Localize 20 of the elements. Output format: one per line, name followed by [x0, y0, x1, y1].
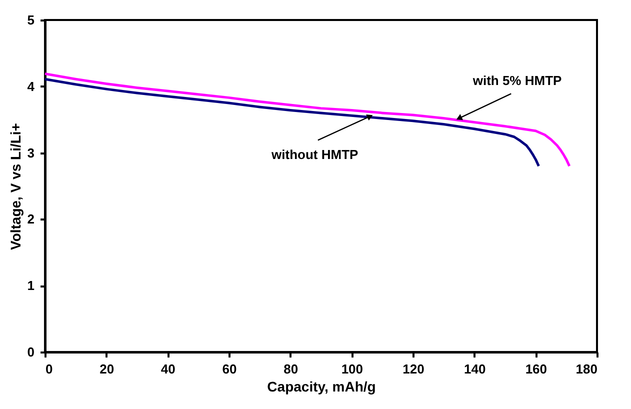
y-tick-label: 1	[27, 278, 34, 294]
y-tick-label: 0	[27, 344, 34, 360]
y-tick-label: 4	[27, 78, 36, 94]
y-tick-label: 3	[27, 145, 34, 160]
annotation: without HMTP	[270, 146, 359, 162]
x-tick-label: 160	[525, 362, 548, 376]
x-tick-label: 140	[464, 362, 486, 376]
x-axis-title: Capacity, mAh/g	[267, 378, 376, 394]
x-tick-label: 20	[100, 362, 114, 376]
y-tick-label: 5	[27, 12, 34, 28]
annotation: with 5% HMTP	[472, 73, 562, 88]
x-tick-label: 40	[160, 362, 176, 376]
x-tick-label: 80	[284, 362, 298, 376]
y-tick-label: 2	[27, 212, 34, 227]
y-axis-title: Voltage, V vs Li/Li+	[7, 123, 24, 250]
x-tick-label: 180	[576, 362, 598, 376]
x-tick-label: 100	[341, 362, 364, 376]
x-tick-label: 0	[46, 362, 53, 376]
x-tick-label: 120	[402, 362, 424, 376]
x-tick-label: 60	[222, 362, 237, 376]
